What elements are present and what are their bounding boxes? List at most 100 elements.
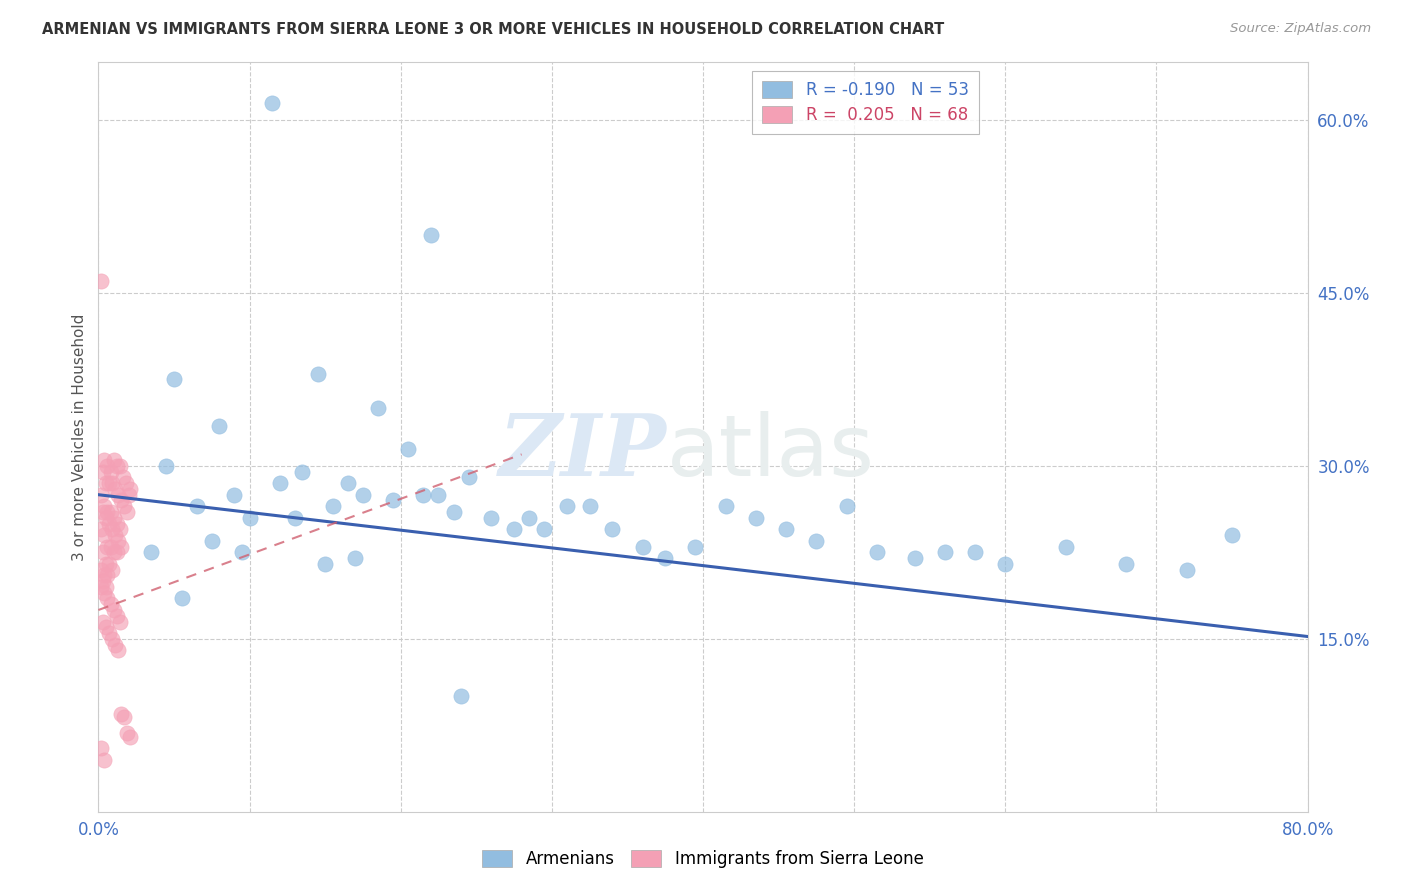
Point bbox=[98, 626, 121, 640]
Point bbox=[100, 505, 122, 519]
Point bbox=[457, 470, 479, 484]
Text: atlas: atlas bbox=[666, 410, 875, 493]
Point bbox=[344, 551, 367, 566]
Point bbox=[91, 615, 114, 629]
Point bbox=[100, 540, 122, 554]
Text: ZIP: ZIP bbox=[499, 410, 666, 494]
Point bbox=[91, 505, 114, 519]
Point bbox=[239, 510, 262, 524]
Point bbox=[322, 500, 344, 514]
Point bbox=[186, 500, 208, 514]
Point bbox=[141, 545, 163, 559]
Point bbox=[107, 488, 129, 502]
Point bbox=[1220, 528, 1243, 542]
Point bbox=[90, 563, 112, 577]
Point bbox=[96, 505, 118, 519]
Point bbox=[91, 545, 114, 559]
Point bbox=[367, 401, 389, 416]
Point bbox=[103, 545, 125, 559]
Point bbox=[94, 620, 117, 634]
Point bbox=[835, 500, 858, 514]
Point bbox=[105, 458, 128, 473]
Point bbox=[517, 510, 540, 524]
Point bbox=[103, 510, 125, 524]
Point bbox=[336, 476, 359, 491]
Point bbox=[503, 522, 526, 536]
Point bbox=[602, 522, 624, 536]
Point bbox=[91, 465, 114, 479]
Point bbox=[284, 510, 307, 524]
Point bbox=[101, 632, 124, 646]
Point bbox=[269, 476, 291, 491]
Point bbox=[91, 574, 114, 589]
Point bbox=[93, 500, 115, 514]
Point bbox=[90, 522, 112, 536]
Text: ARMENIAN VS IMMIGRANTS FROM SIERRA LEONE 3 OR MORE VEHICLES IN HOUSEHOLD CORRELA: ARMENIAN VS IMMIGRANTS FROM SIERRA LEONE… bbox=[42, 22, 945, 37]
Point bbox=[108, 615, 131, 629]
Point bbox=[103, 603, 125, 617]
Point bbox=[98, 557, 121, 571]
Point bbox=[93, 568, 115, 582]
Point bbox=[96, 458, 118, 473]
Point bbox=[94, 557, 117, 571]
Point bbox=[101, 476, 124, 491]
Point bbox=[904, 551, 927, 566]
Point bbox=[654, 551, 676, 566]
Point bbox=[110, 540, 132, 554]
Point bbox=[101, 522, 124, 536]
Point bbox=[112, 710, 135, 724]
Legend: R = -0.190   N = 53, R =  0.205   N = 68: R = -0.190 N = 53, R = 0.205 N = 68 bbox=[752, 70, 979, 134]
Point bbox=[170, 591, 193, 606]
Point bbox=[231, 545, 253, 559]
Point bbox=[93, 753, 115, 767]
Point bbox=[90, 580, 112, 594]
Point bbox=[112, 500, 135, 514]
Point bbox=[443, 505, 465, 519]
Point bbox=[155, 458, 177, 473]
Point bbox=[100, 597, 122, 611]
Point bbox=[1175, 563, 1198, 577]
Point bbox=[775, 522, 797, 536]
Point bbox=[115, 505, 138, 519]
Point bbox=[208, 418, 231, 433]
Point bbox=[104, 638, 127, 652]
Point bbox=[866, 545, 889, 559]
Point bbox=[105, 516, 128, 531]
Point bbox=[94, 510, 117, 524]
Point bbox=[745, 510, 768, 524]
Point bbox=[96, 568, 118, 582]
Point bbox=[427, 488, 450, 502]
Point bbox=[108, 458, 131, 473]
Point bbox=[307, 367, 329, 381]
Point bbox=[934, 545, 956, 559]
Point bbox=[105, 545, 128, 559]
Point bbox=[110, 493, 132, 508]
Point bbox=[224, 488, 246, 502]
Point bbox=[114, 476, 136, 491]
Point bbox=[533, 522, 555, 536]
Point bbox=[90, 488, 112, 502]
Point bbox=[90, 275, 112, 289]
Point bbox=[118, 488, 141, 502]
Point bbox=[163, 372, 186, 386]
Point bbox=[108, 522, 131, 536]
Point bbox=[382, 493, 405, 508]
Point bbox=[412, 488, 434, 502]
Point bbox=[115, 726, 138, 740]
Point bbox=[578, 500, 600, 514]
Point bbox=[120, 482, 142, 496]
Point bbox=[104, 528, 127, 542]
Point bbox=[450, 690, 472, 704]
Point bbox=[110, 706, 132, 721]
Legend: Armenians, Immigrants from Sierra Leone: Armenians, Immigrants from Sierra Leone bbox=[475, 843, 931, 875]
Point bbox=[481, 510, 503, 524]
Point bbox=[107, 533, 129, 548]
Point bbox=[685, 540, 707, 554]
Point bbox=[262, 95, 284, 110]
Text: Source: ZipAtlas.com: Source: ZipAtlas.com bbox=[1230, 22, 1371, 36]
Point bbox=[396, 442, 419, 456]
Point bbox=[103, 453, 125, 467]
Point bbox=[1115, 557, 1137, 571]
Point bbox=[100, 465, 122, 479]
Point bbox=[1054, 540, 1077, 554]
